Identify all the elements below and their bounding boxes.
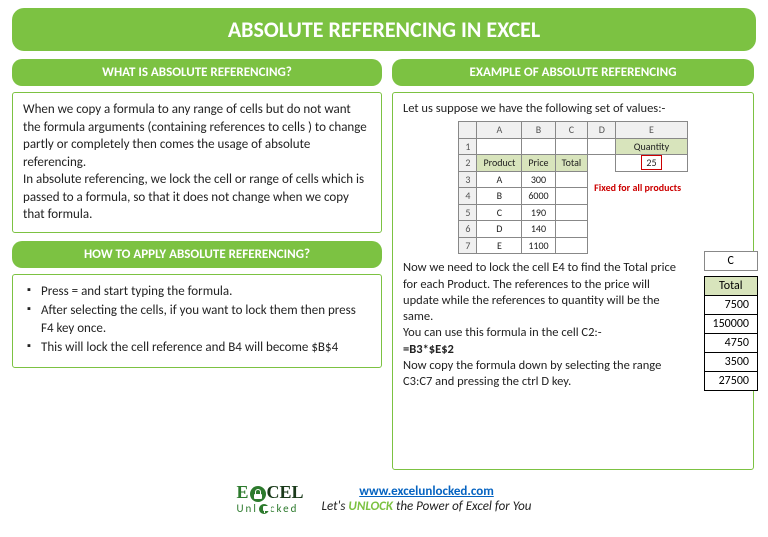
footer: ECEL Unlcked www.excelunlocked.com Let's… [12, 484, 756, 515]
cell: 6000 [522, 188, 555, 205]
left-column: WHAT IS ABSOLUTE REFERENCING? When we co… [12, 59, 382, 478]
cell: D [477, 221, 522, 238]
lock-icon [250, 486, 266, 502]
fixed-text: Fixed for all products [588, 171, 687, 204]
result-cell: 27500 [704, 372, 758, 391]
cell: 1100 [522, 237, 555, 254]
col-header: A [477, 122, 522, 139]
result-col: C [704, 252, 758, 271]
qty-label: Quantity [616, 138, 687, 155]
mini-spreadsheet: A B C D E 1 Quantity 2 Product Pric [458, 121, 687, 254]
bullet-item: This will lock the cell reference and B4… [27, 339, 371, 357]
example-box: Let us suppose we have the following set… [392, 92, 754, 470]
bullet-item: After selecting the cells, if you want t… [27, 302, 371, 337]
col-header: D [588, 122, 616, 139]
qty-value: 25 [616, 155, 687, 172]
columns: WHAT IS ABSOLUTE REFERENCING? When we co… [12, 59, 756, 478]
main-title: ABSOLUTE REFERENCING IN EXCEL [12, 8, 756, 51]
row-num: 6 [459, 221, 477, 238]
what-header: WHAT IS ABSOLUTE REFERENCING? [12, 59, 382, 86]
example-header: EXAMPLE OF ABSOLUTE REFERENCING [392, 59, 754, 86]
cell: 190 [522, 204, 555, 221]
explain-3: Now copy the formula down by selecting t… [403, 358, 685, 391]
total-header: Total [555, 155, 588, 172]
row-num: 3 [459, 171, 477, 188]
cell: 300 [522, 171, 555, 188]
result-cell: 7500 [704, 296, 758, 315]
footer-tagline: Let's UNLOCK the Power of Excel for You [322, 499, 532, 514]
result-header: Total [704, 277, 758, 296]
footer-link[interactable]: www.excelunlocked.com [359, 484, 494, 499]
result-cell: 3500 [704, 353, 758, 372]
logo-text: ECEL [236, 484, 303, 502]
result-table-wrap: C Total 7500 150000 4750 3500 27500 [704, 251, 759, 391]
example-intro: Let us suppose we have the following set… [403, 101, 743, 117]
mini-table-wrap: A B C D E 1 Quantity 2 Product Pric [403, 121, 743, 254]
lock-icon [259, 504, 269, 514]
what-box: When we copy a formula to any range of c… [12, 92, 382, 233]
row-num: 4 [459, 188, 477, 205]
result-cell: 150000 [704, 315, 758, 334]
row-num: 7 [459, 237, 477, 254]
how-bullets: Press = and start typing the formula. Af… [23, 283, 371, 357]
row-num: 2 [459, 155, 477, 172]
cell: E [477, 237, 522, 254]
product-header: Product [477, 155, 522, 172]
cell: B [477, 188, 522, 205]
corner-cell [459, 122, 477, 139]
explain-1: Now we need to lock the cell E4 to find … [403, 260, 685, 325]
what-text: When we copy a formula to any range of c… [23, 101, 371, 224]
logo-subtitle: Unlcked [236, 502, 303, 515]
formula: =B3*$E$2 [403, 342, 685, 358]
right-column: EXAMPLE OF ABSOLUTE REFERENCING Let us s… [392, 59, 754, 478]
cell: C [477, 204, 522, 221]
bullet-item: Press = and start typing the formula. [27, 283, 371, 301]
cell: A [477, 171, 522, 188]
row-num: 1 [459, 138, 477, 155]
footer-text: www.excelunlocked.com Let's UNLOCK the P… [322, 484, 532, 514]
col-header: E [616, 122, 687, 139]
how-header: HOW TO APPLY ABSOLUTE REFERENCING? [12, 241, 382, 268]
result-cell: 4750 [704, 334, 758, 353]
logo: ECEL Unlcked [236, 484, 303, 515]
col-header: C [555, 122, 588, 139]
how-box: Press = and start typing the formula. Af… [12, 274, 382, 368]
price-header: Price [522, 155, 555, 172]
row-num: 5 [459, 204, 477, 221]
cell: 140 [522, 221, 555, 238]
result-table: C Total 7500 150000 4750 3500 27500 [704, 251, 759, 391]
explain-2: You can use this formula in the cell C2:… [403, 325, 685, 341]
col-header: B [522, 122, 555, 139]
